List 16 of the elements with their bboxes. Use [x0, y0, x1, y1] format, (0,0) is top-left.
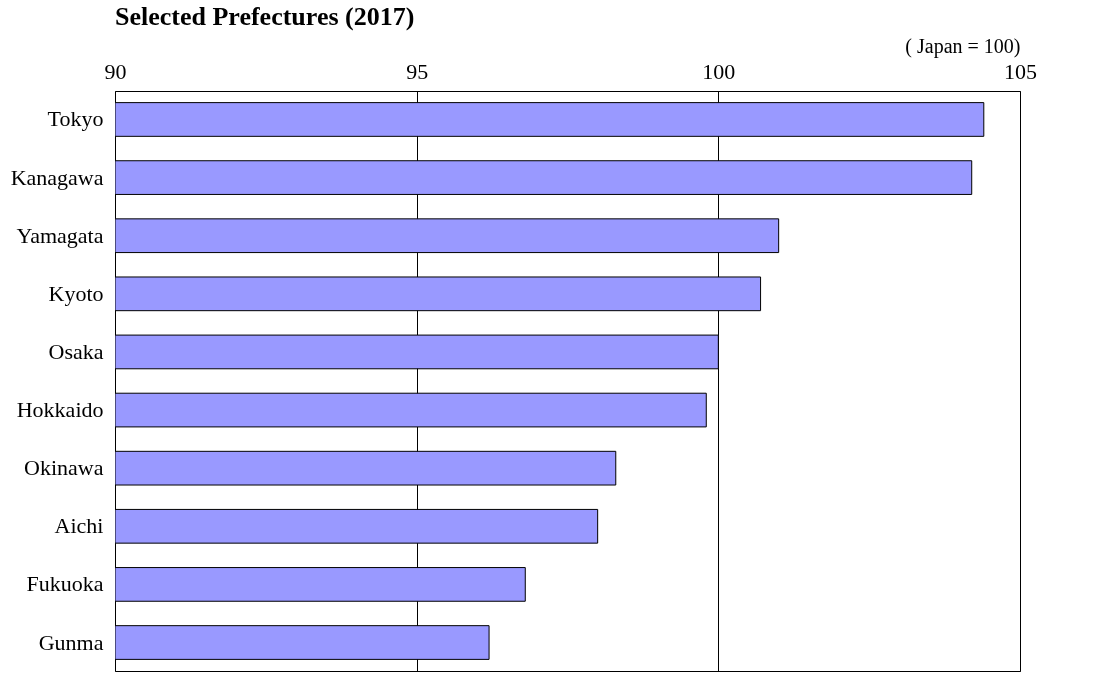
y-tick-label: Kyoto	[48, 280, 104, 306]
chart-title: Selected Prefectures (2017)	[115, 2, 415, 31]
x-tick-label: 90	[104, 58, 127, 84]
x-axis-title: ( Japan = 100)	[905, 34, 1021, 58]
y-tick-label: Fukuoka	[26, 571, 104, 597]
x-tick-label: 105	[1004, 58, 1037, 84]
y-tick-label: Yamagata	[16, 222, 104, 248]
y-tick-label: Hokkaido	[16, 397, 104, 423]
x-tick-label: 95	[406, 58, 429, 84]
x-tick-label: 100	[702, 58, 736, 84]
y-tick-label: Aichi	[54, 513, 104, 539]
y-tick-label: Osaka	[48, 338, 104, 364]
y-tick-label: Kanagawa	[10, 164, 104, 190]
y-tick-label: Okinawa	[24, 455, 104, 481]
y-tick-label: Tokyo	[47, 106, 104, 132]
y-tick-label: Gunma	[38, 629, 104, 655]
